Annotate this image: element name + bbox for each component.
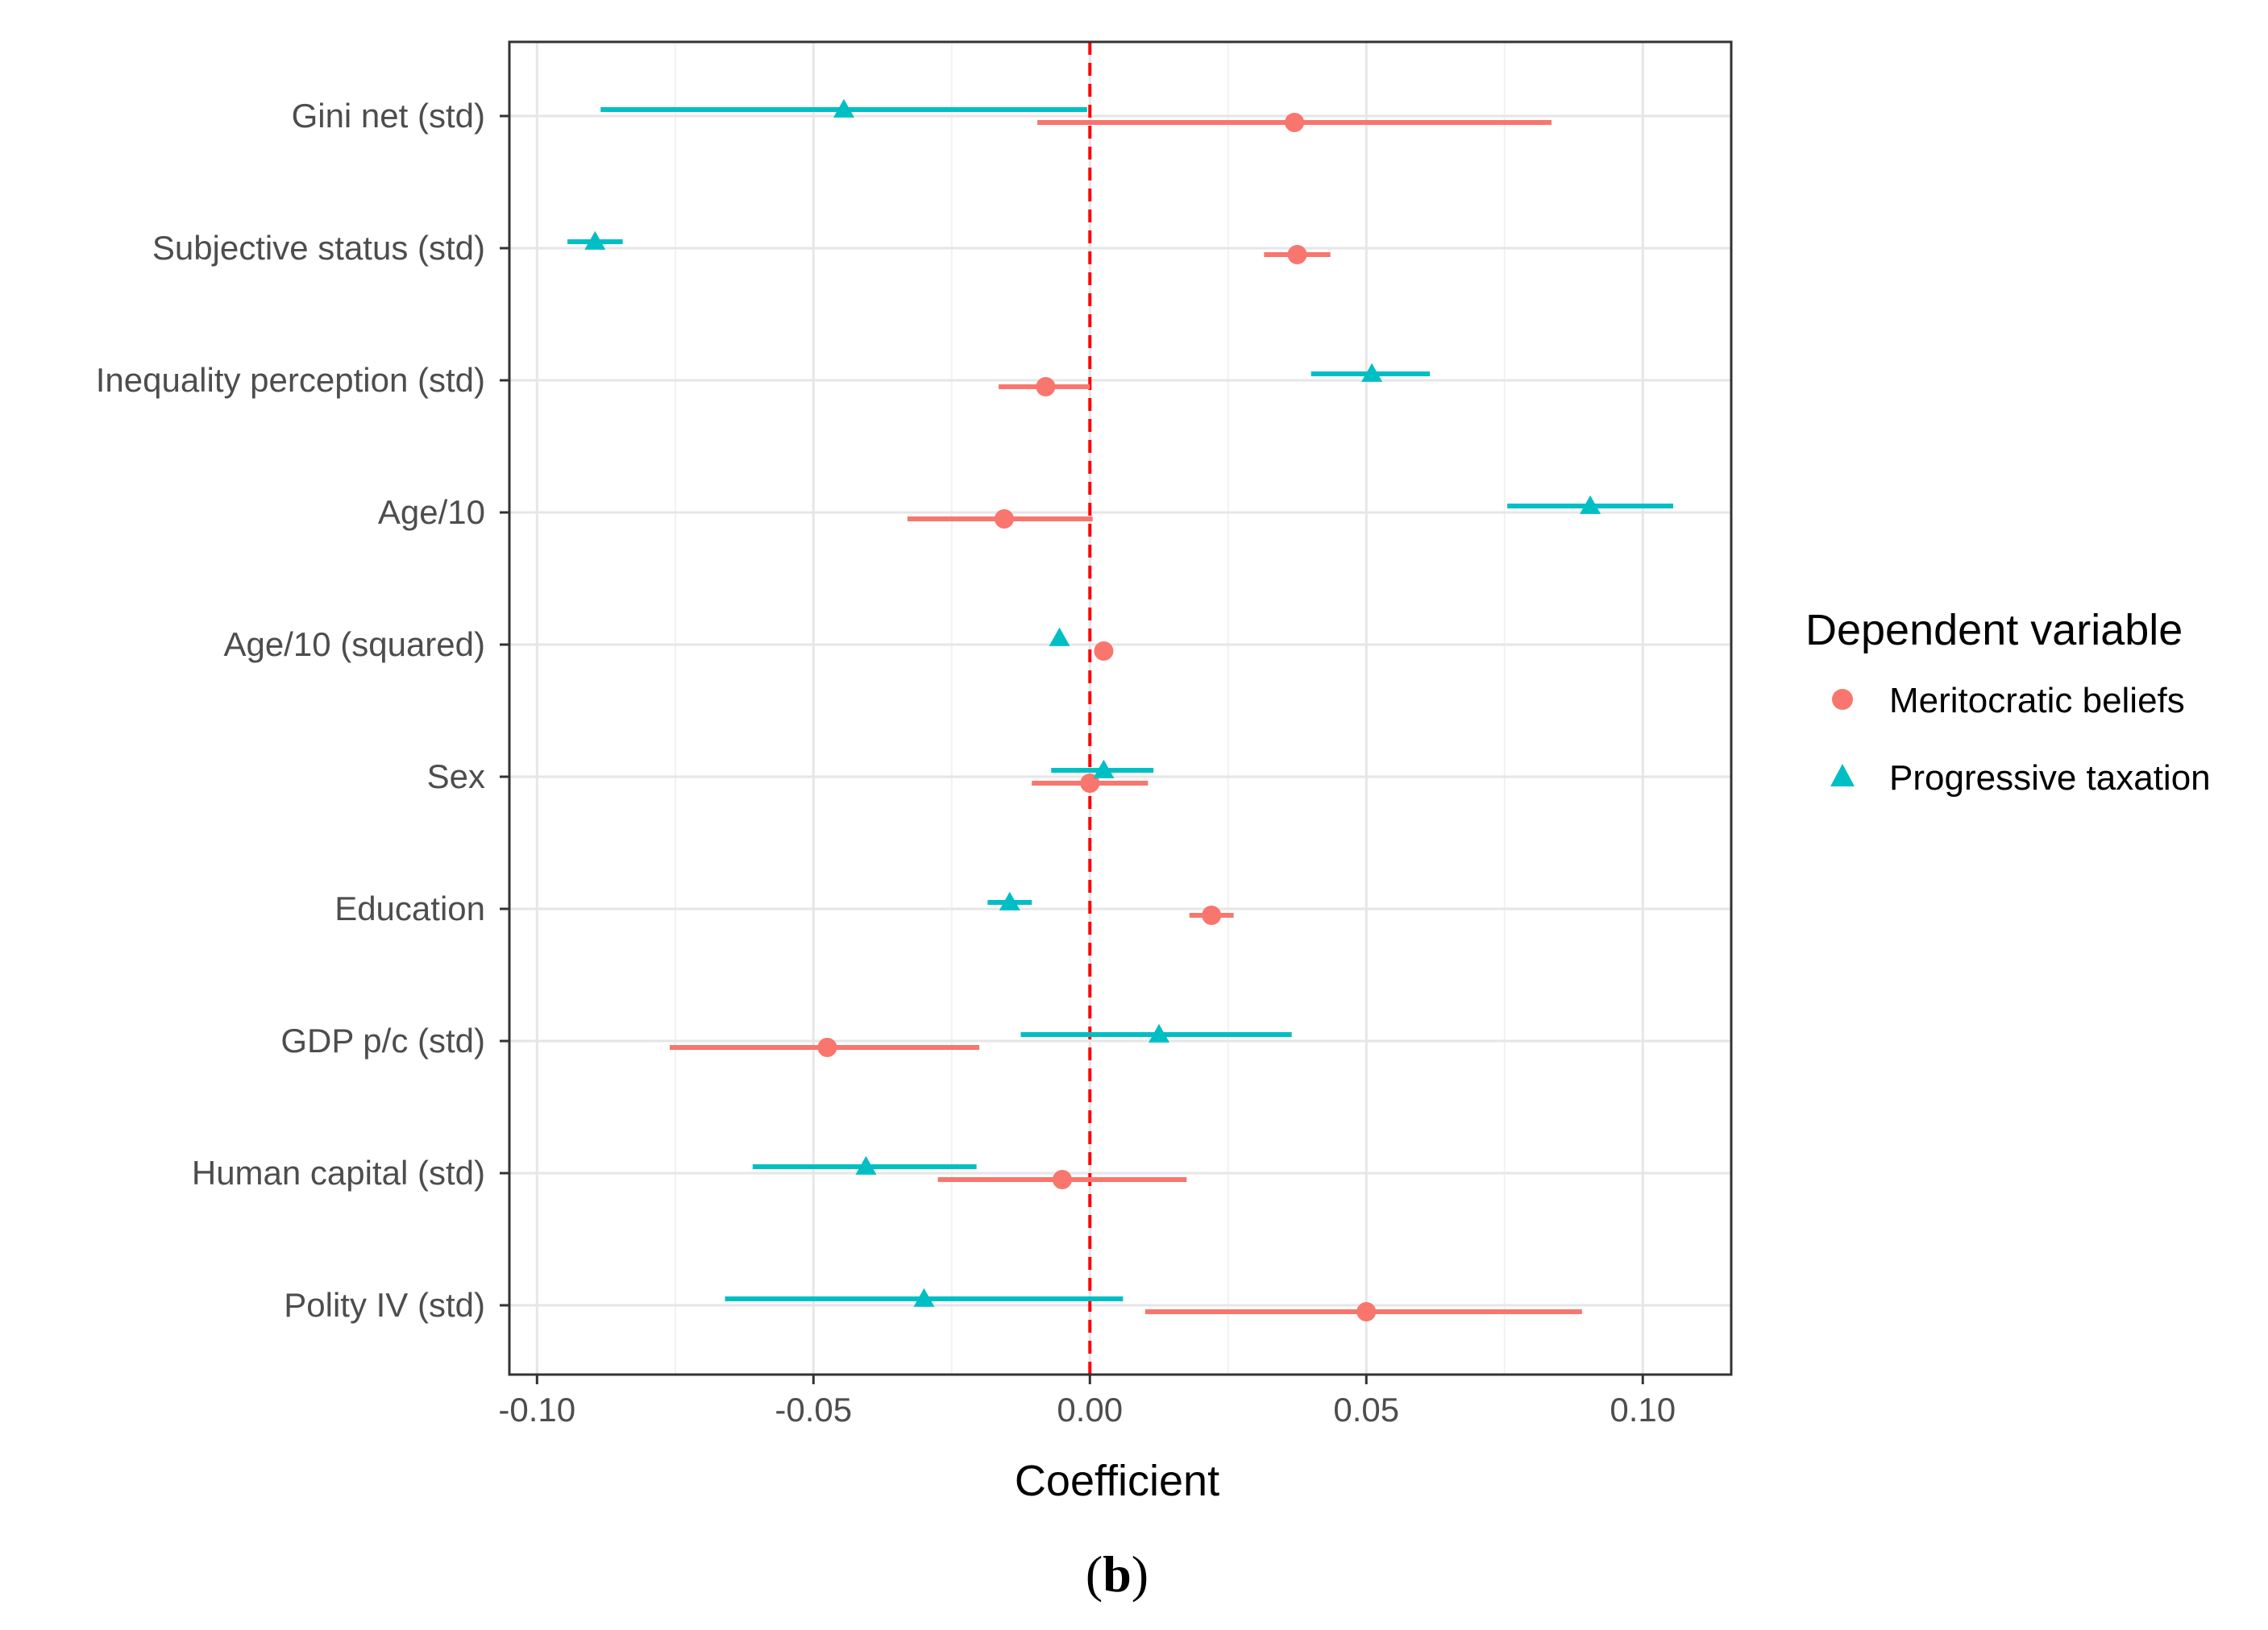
x-tick-label: 0.05 (1333, 1391, 1399, 1429)
point-meritocratic (1094, 641, 1114, 661)
x-axis: -0.10 -0.05 0.00 0.05 0.10 (498, 1375, 1676, 1429)
point-progressive (1149, 1023, 1170, 1043)
point-meritocratic (1202, 906, 1222, 925)
y-tick-label: Gini net (std) (292, 97, 485, 135)
y-tick-label: Polity IV (std) (284, 1286, 485, 1324)
point-progressive (999, 891, 1020, 910)
point-meritocratic (1285, 113, 1305, 132)
point-progressive (1093, 759, 1115, 778)
panel-background (509, 42, 1731, 1375)
figure-caption: (b) (1086, 1545, 1149, 1603)
y-tick-label: Human capital (std) (192, 1154, 485, 1192)
legend-label: Meritocratic beliefs (1889, 681, 2185, 720)
panel-border (508, 40, 1733, 1376)
y-tick-label: GDP p/c (std) (280, 1022, 485, 1060)
y-tick-label: Inequality perception (std) (96, 361, 485, 399)
point-progressive (833, 98, 855, 118)
point-meritocratic (1287, 245, 1307, 264)
point-progressive (1361, 363, 1383, 382)
x-tick-label: 0.00 (1057, 1391, 1123, 1429)
x-tick-label: 0.10 (1610, 1391, 1676, 1429)
y-tick-label: Subjective status (std) (152, 229, 485, 267)
point-meritocratic (817, 1038, 837, 1057)
point-progressive (913, 1288, 935, 1307)
legend-items: Meritocratic beliefs Progressive taxation (1830, 681, 2211, 798)
caption-close: ) (1132, 1545, 1149, 1603)
legend-title: Dependent variable (1805, 606, 2183, 654)
point-progressive (1580, 495, 1601, 514)
x-axis-title: Coefficient (1015, 1457, 1219, 1505)
point-progressive (1049, 627, 1070, 646)
x-tick-label: -0.05 (775, 1391, 852, 1429)
grid-lines (509, 42, 1731, 1375)
caption-letter: b (1103, 1545, 1132, 1603)
x-tick-label: -0.10 (498, 1391, 575, 1429)
caption-open: ( (1086, 1545, 1103, 1603)
point-meritocratic (1356, 1302, 1377, 1321)
y-tick-label: Age/10 (squared) (223, 625, 485, 663)
y-tick-label: Sex (427, 757, 485, 795)
legend-key-triangle (1830, 764, 1855, 786)
point-estimates (584, 98, 1601, 1321)
point-meritocratic (1080, 774, 1100, 793)
y-axis: Gini net (std) Subjective status (std) Ine… (96, 97, 509, 1324)
legend-label: Progressive taxation (1889, 758, 2211, 798)
point-progressive (584, 230, 606, 250)
y-tick-label: Age/10 (378, 493, 485, 531)
legend: Dependent variable Meritocratic beliefs P… (1805, 606, 2211, 798)
point-progressive (855, 1155, 877, 1175)
point-meritocratic (1052, 1170, 1072, 1189)
point-meritocratic (1036, 377, 1056, 396)
point-meritocratic (994, 509, 1014, 529)
y-tick-label: Education (334, 890, 485, 927)
legend-key-circle (1832, 689, 1853, 710)
